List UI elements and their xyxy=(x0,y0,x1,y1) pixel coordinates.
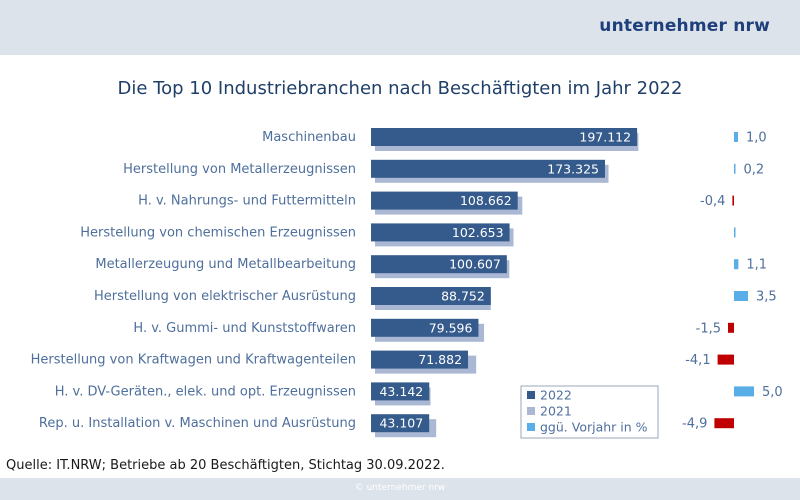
bar-value-label: 102.653 xyxy=(452,225,504,240)
bar-value-label: 79.596 xyxy=(429,320,473,335)
change-bar xyxy=(732,195,734,206)
footer-band xyxy=(0,478,800,500)
category-label: H. v. DV-Geräten., elek. und opt. Erzeug… xyxy=(55,384,356,399)
category-label: Herstellung von elektrischer Ausrüstung xyxy=(94,289,356,304)
legend-swatch xyxy=(527,423,535,431)
category-label: H. v. Gummi- und Kunststoffwaren xyxy=(133,321,356,336)
category-label: Metallerzeugung und Metallbearbeitung xyxy=(95,257,356,272)
legend-swatch xyxy=(527,407,535,415)
change-bar xyxy=(734,163,736,174)
bar-2022 xyxy=(371,191,518,210)
source-note: Quelle: IT.NRW; Betriebe ab 20 Beschäfti… xyxy=(6,458,445,473)
change-label: 1,1 xyxy=(746,258,767,273)
bar-value-label: 43.107 xyxy=(379,416,423,431)
category-label: Herstellung von chemischen Erzeugnissen xyxy=(80,225,356,240)
bar-chart: Maschinenbau 197.112 1,0 Herstellung von Me… xyxy=(31,128,783,439)
change-label: 5,0 xyxy=(762,385,783,400)
change-bar xyxy=(714,418,734,429)
change-bar xyxy=(734,227,736,238)
bar-2022 xyxy=(371,350,469,369)
bar-2022 xyxy=(371,318,479,337)
bar-value-label: 173.325 xyxy=(547,161,599,176)
change-label: -0,4 xyxy=(700,194,725,209)
change-label: 1,0 xyxy=(746,131,767,146)
bar-2022 xyxy=(371,414,430,433)
copyright: © unternehmer nrw xyxy=(354,483,446,493)
bar-2022 xyxy=(371,223,510,242)
change-bar xyxy=(728,322,734,333)
bar-value-label: 71.882 xyxy=(418,352,462,367)
header-band xyxy=(0,0,800,55)
category-label: H. v. Nahrungs- und Futtermitteln xyxy=(138,194,356,209)
legend-label: ggü. Vorjahr in % xyxy=(540,420,648,435)
change-bar xyxy=(734,259,739,270)
change-label: 0,2 xyxy=(744,162,765,177)
brand-logo: unternehmer nrw xyxy=(599,16,770,36)
bar-value-label: 43.142 xyxy=(379,384,423,399)
category-label: Herstellung von Kraftwagen und Kraftwage… xyxy=(31,353,356,368)
bar-value-label: 100.607 xyxy=(449,257,501,272)
bar-2022 xyxy=(371,128,638,146)
category-label: Herstellung von Metallerzeugnissen xyxy=(123,162,356,177)
change-label: -1,5 xyxy=(696,321,721,336)
bar-2022 xyxy=(371,287,491,305)
legend-label: 2022 xyxy=(540,388,572,403)
legend-box xyxy=(520,385,659,439)
change-bar xyxy=(717,354,734,365)
change-label: 3,5 xyxy=(756,290,777,305)
change-bar xyxy=(734,291,748,301)
bar-2022 xyxy=(371,159,605,178)
bar-value-label: 88.752 xyxy=(441,289,485,304)
bar-value-label: 197.112 xyxy=(579,130,631,145)
change-label: -4,1 xyxy=(685,353,710,368)
bar-2022 xyxy=(371,382,430,401)
legend-label: 2021 xyxy=(540,404,572,419)
bar-2022 xyxy=(371,255,507,274)
legend-swatch xyxy=(527,391,535,399)
change-label: -4,9 xyxy=(682,417,707,432)
category-label: Maschinenbau xyxy=(262,130,356,145)
chart-title: Die Top 10 Industriebranchen nach Beschä… xyxy=(117,78,683,99)
category-label: Rep. u. Installation v. Maschinen und Au… xyxy=(39,416,356,431)
change-bar xyxy=(734,386,754,397)
bar-value-label: 108.662 xyxy=(460,193,512,208)
change-bar xyxy=(734,132,738,142)
